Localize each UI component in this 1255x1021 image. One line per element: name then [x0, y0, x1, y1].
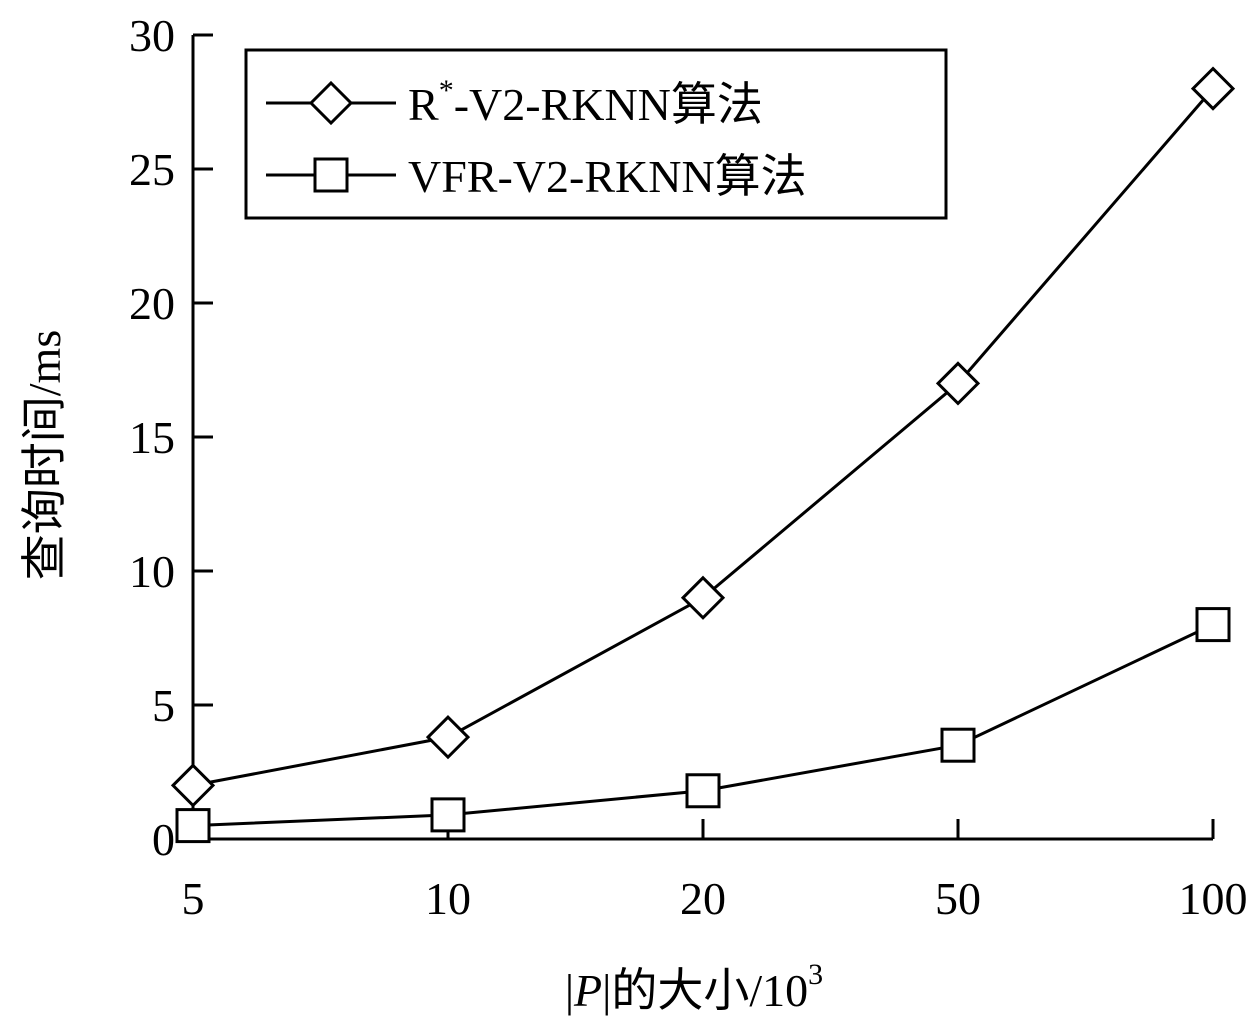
point-diamond-100 [1190, 66, 1236, 111]
legend-entry-2: VFR-V2-RKNN算法 [266, 151, 807, 202]
x-tick-label-50: 50 [935, 873, 981, 924]
x-tick-label-100: 100 [1179, 873, 1248, 924]
point-square-100 [1195, 607, 1231, 643]
point-square-10 [430, 797, 466, 833]
x-axis-label-var: P [573, 965, 602, 1016]
x-tick-label-20: 20 [680, 873, 726, 924]
legend-entry-1: R*-V2-RKNN算法 [266, 74, 763, 130]
legend-label-1-sup: * [439, 74, 454, 107]
legend: R*-V2-RKNN算法 VFR-V2-RKNN算法 [244, 48, 948, 220]
point-square-5 [175, 808, 211, 844]
x-axis-label: |P|的大小/103 [565, 958, 823, 1016]
y-tick-label-0: 0 [152, 814, 175, 865]
series-layer [170, 66, 1236, 844]
y-tick-label-20: 20 [129, 278, 175, 329]
point-diamond-5 [170, 763, 216, 808]
legend-marker-square [313, 157, 349, 193]
point-diamond-10 [425, 715, 471, 760]
legend-marker-diamond [308, 80, 354, 126]
legend-label-1-main: R [408, 79, 439, 130]
x-ticks: 5 10 20 50 100 [182, 819, 1248, 924]
point-square-50 [940, 727, 976, 763]
legend-box [244, 48, 948, 220]
y-tick-label-10: 10 [129, 546, 175, 597]
y-tick-label-25: 25 [129, 144, 175, 195]
y-tick-label-15: 15 [129, 412, 175, 463]
y-tick-label-30: 30 [129, 10, 175, 61]
legend-label-1: R*-V2-RKNN算法 [408, 74, 763, 130]
legend-label-2-main: VFR-V2-RKNN算法 [408, 151, 807, 202]
legend-label-2: VFR-V2-RKNN算法 [408, 151, 807, 202]
y-axis-label: 查询时间/ms [19, 330, 70, 580]
y-tick-label-5: 5 [152, 680, 175, 731]
x-axis-label-sup: 3 [808, 958, 823, 991]
y-ticks: 0 5 10 15 20 25 30 [129, 10, 213, 865]
point-square-20 [685, 773, 721, 809]
x-tick-label-10: 10 [425, 873, 471, 924]
legend-label-1-rest: -V2-RKNN算法 [454, 79, 763, 130]
point-diamond-20 [680, 575, 726, 620]
x-axis-label-mid: |的大小/10 [602, 965, 808, 1016]
x-tick-label-5: 5 [182, 873, 205, 924]
x-axis-label-pre: | [565, 965, 574, 1016]
point-diamond-50 [935, 361, 981, 406]
